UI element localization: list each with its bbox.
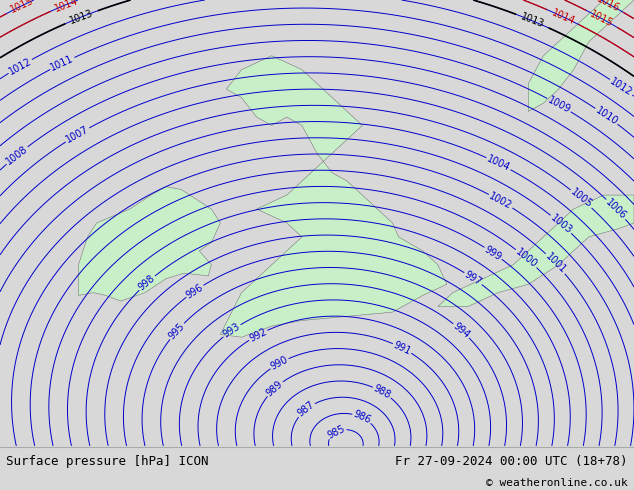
Text: 1012: 1012 [608, 76, 634, 98]
Text: Fr 27-09-2024 00:00 UTC (18+78): Fr 27-09-2024 00:00 UTC (18+78) [395, 455, 628, 468]
Text: 1000: 1000 [514, 247, 539, 270]
Polygon shape [528, 0, 634, 112]
Text: 995: 995 [167, 321, 187, 341]
Text: 997: 997 [463, 270, 484, 288]
Text: 1015: 1015 [588, 9, 615, 28]
Text: 1012: 1012 [7, 56, 34, 76]
Text: 999: 999 [483, 244, 503, 262]
Text: 994: 994 [451, 321, 472, 340]
Text: 1003: 1003 [548, 213, 574, 236]
Text: 1005: 1005 [569, 187, 594, 210]
Text: 1001: 1001 [543, 251, 567, 275]
Text: 1007: 1007 [64, 124, 91, 145]
Text: © weatheronline.co.uk: © weatheronline.co.uk [486, 478, 628, 489]
Text: 1013: 1013 [519, 12, 546, 30]
Text: 985: 985 [326, 423, 347, 441]
Text: 992: 992 [247, 326, 269, 343]
Text: 993: 993 [221, 321, 242, 340]
Text: Surface pressure [hPa] ICON: Surface pressure [hPa] ICON [6, 455, 209, 468]
Text: 1009: 1009 [546, 95, 573, 115]
Text: 991: 991 [392, 340, 413, 357]
Text: 1004: 1004 [485, 154, 512, 173]
Polygon shape [437, 195, 634, 307]
Text: 996: 996 [184, 282, 205, 300]
Polygon shape [79, 187, 221, 301]
Text: 988: 988 [372, 383, 392, 401]
Text: 1014: 1014 [53, 0, 80, 13]
Text: 989: 989 [264, 379, 285, 398]
Text: 1006: 1006 [604, 197, 628, 221]
Text: 1010: 1010 [593, 105, 619, 127]
Text: 1011: 1011 [49, 53, 75, 73]
Text: 990: 990 [269, 355, 290, 372]
Text: 1014: 1014 [550, 7, 576, 26]
Text: 1015: 1015 [9, 0, 36, 15]
Polygon shape [221, 56, 447, 337]
Text: 1002: 1002 [488, 191, 514, 211]
Text: 1008: 1008 [4, 144, 30, 167]
Text: 1013: 1013 [68, 8, 94, 26]
Text: 998: 998 [137, 273, 157, 293]
Text: 1016: 1016 [595, 0, 621, 14]
Text: 986: 986 [351, 409, 372, 426]
Text: 987: 987 [295, 400, 316, 419]
